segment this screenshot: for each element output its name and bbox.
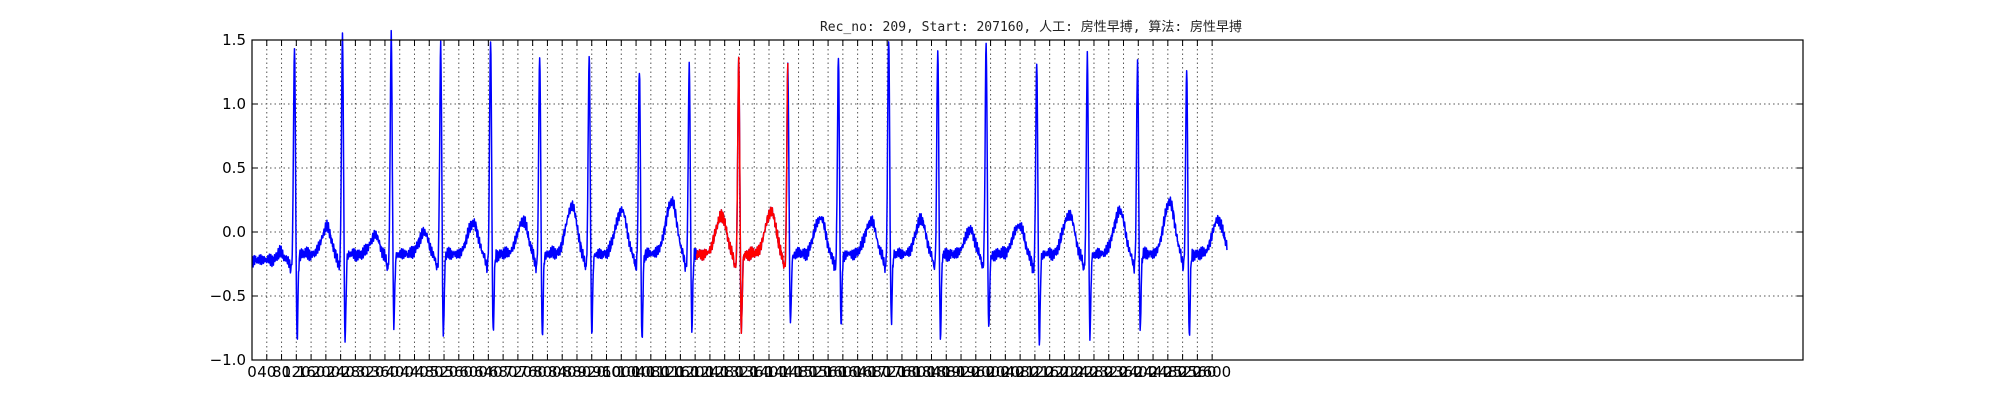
chart-title: Rec_no: 209, Start: 207160, 人工: 房性早搏, 算法…	[820, 19, 1242, 35]
x-tick-label: 1920	[942, 363, 980, 381]
y-tick-label: 0.5	[222, 159, 246, 177]
x-tick-label: 200	[312, 363, 341, 381]
x-tick-label: 2040	[986, 363, 1024, 381]
x-tick-label: 920	[577, 363, 606, 381]
x-tick-label: 880	[563, 363, 592, 381]
x-tick-label: 2600	[1193, 363, 1231, 381]
x-tick-label: 1240	[691, 363, 729, 381]
x-tick-label: 2120	[1016, 363, 1054, 381]
y-tick-label: −0.5	[210, 287, 246, 305]
x-tick-label: 160	[297, 363, 326, 381]
x-tick-label: 1680	[853, 363, 891, 381]
x-tick-label: 960	[592, 363, 621, 381]
x-tick-label: 2360	[1104, 363, 1142, 381]
x-tick-label: 480	[415, 363, 444, 381]
x-tick-labels: 0 408012016020024028032036040044048052056…	[247, 363, 1231, 381]
y-tick-label: 0.0	[222, 223, 246, 241]
x-tick-label: 640	[474, 363, 503, 381]
x-tick-label: 1880	[927, 363, 965, 381]
x-tick-label: 320	[356, 363, 385, 381]
x-tick-label: 2200	[1045, 363, 1083, 381]
x-tick-label: 2000	[971, 363, 1009, 381]
x-tick-label: 1520	[794, 363, 832, 381]
x-tick-label: 40	[257, 363, 276, 381]
x-tick-label: 1080	[632, 363, 670, 381]
x-tick-label: 1640	[839, 363, 877, 381]
x-tick-label: 2480	[1149, 363, 1187, 381]
x-tick-label: 1720	[868, 363, 906, 381]
x-tick-label: 1800	[898, 363, 936, 381]
x-tick-label: 1000	[602, 363, 640, 381]
x-tick-label: 440	[400, 363, 429, 381]
x-tick-label: 280	[341, 363, 370, 381]
x-tick-label: 720	[504, 363, 533, 381]
x-tick-label: 1040	[617, 363, 655, 381]
x-tick-label: 1360	[735, 363, 773, 381]
x-tick-label: 80	[272, 363, 291, 381]
x-tick-label: 360	[371, 363, 400, 381]
x-tick-label: 1120	[647, 363, 685, 381]
x-tick-label: 2520	[1164, 363, 1202, 381]
x-tick-label: 2240	[1060, 363, 1098, 381]
x-tick-label: 2160	[1031, 363, 1069, 381]
x-tick-label: 1600	[824, 363, 862, 381]
x-tick-label: 1560	[809, 363, 847, 381]
x-tick-label: 0	[247, 363, 257, 381]
x-tick-label: 600	[459, 363, 488, 381]
x-tick-label: 2560	[1178, 363, 1216, 381]
y-tick-labels: 1.5 1.0 0.5 0.0 −0.5 −1.0	[210, 31, 246, 369]
x-tick-label: 1280	[706, 363, 744, 381]
x-tick-label: 1760	[883, 363, 921, 381]
axes-frame	[251, 39, 1804, 361]
x-tick-label: 560	[444, 363, 473, 381]
y-tick-label: −1.0	[210, 351, 246, 369]
x-tick-label: 1160	[661, 363, 699, 381]
x-tick-label: 2400	[1119, 363, 1157, 381]
x-tick-label: 1480	[779, 363, 817, 381]
highlighted-segment-trace	[695, 56, 789, 334]
x-tick-label: 1200	[676, 363, 714, 381]
x-tick-label: 400	[385, 363, 414, 381]
x-tick-label: 2440	[1134, 363, 1172, 381]
x-tick-label: 680	[489, 363, 518, 381]
x-tick-label: 1320	[720, 363, 758, 381]
x-tick-label: 2280	[1075, 363, 1113, 381]
y-tick-label: 1.0	[222, 95, 246, 113]
x-tick-label: 800	[533, 363, 562, 381]
x-tick-label: 2320	[1090, 363, 1128, 381]
x-tick-label: 1840	[912, 363, 950, 381]
x-tick-label: 840	[548, 363, 577, 381]
x-tick-label: 1960	[957, 363, 995, 381]
y-tick-label: 1.5	[222, 31, 246, 49]
x-tick-label: 1400	[750, 363, 788, 381]
series-layer	[251, 29, 1228, 346]
x-tick-label: 760	[518, 363, 547, 381]
x-tick-label: 240	[326, 363, 355, 381]
x-tick-label: 520	[430, 363, 459, 381]
x-tick-label: 120	[282, 363, 311, 381]
x-tick-label: 1440	[765, 363, 803, 381]
x-tick-label: 2080	[1001, 363, 1039, 381]
